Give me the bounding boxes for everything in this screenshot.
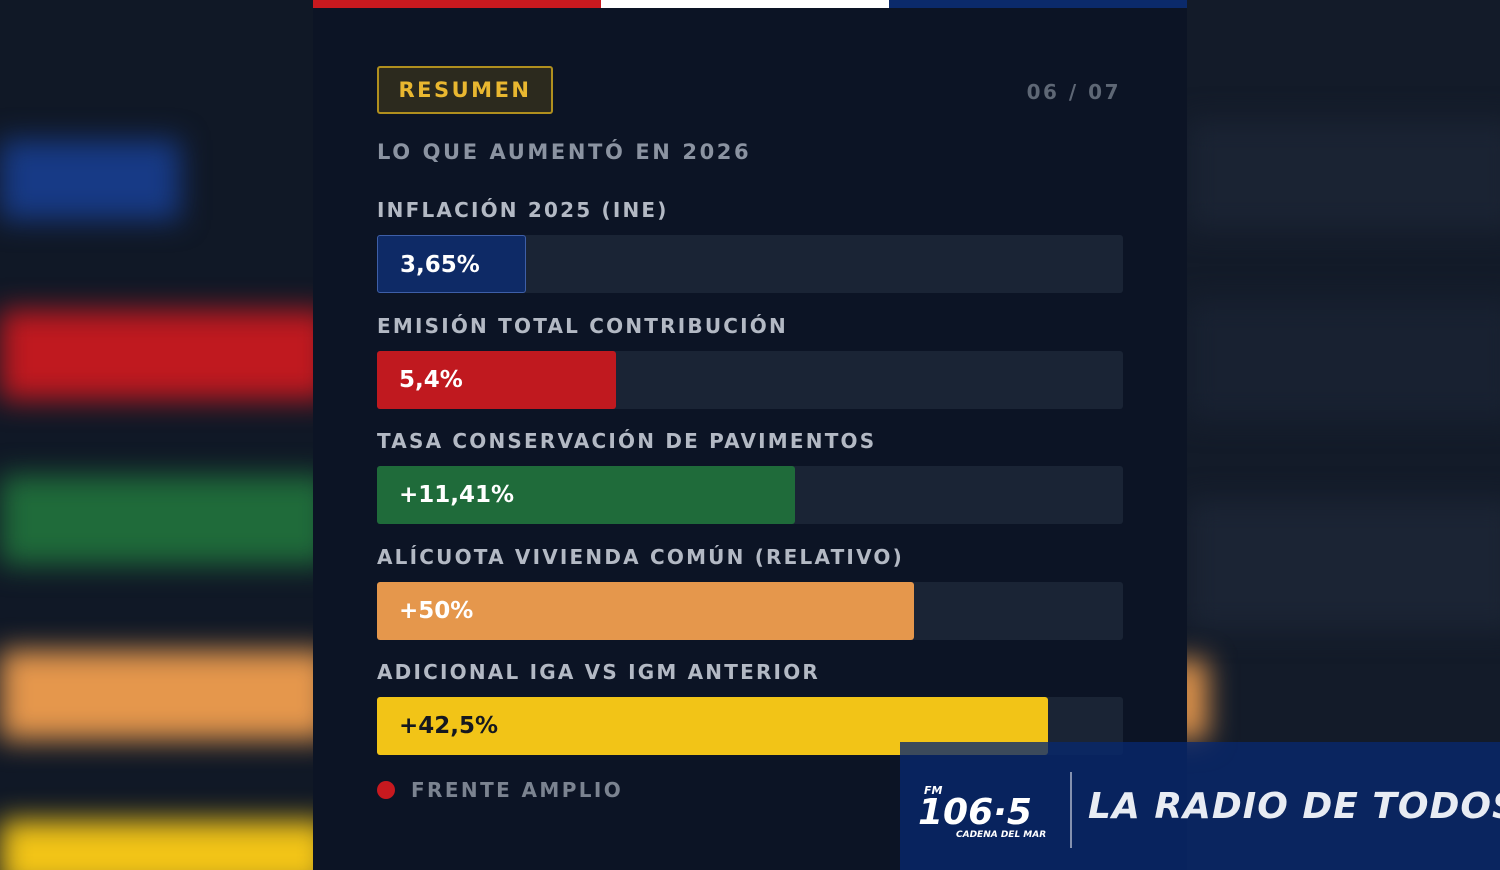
legend-dot <box>377 781 395 799</box>
bar-track: 5,4% <box>377 350 1123 409</box>
bar: 5,4% <box>377 350 616 409</box>
bar-value-label: +11,41% <box>399 482 515 508</box>
bar: 3,65% <box>377 235 526 293</box>
radio-watermark: FM 106·5 CADENA DEL MAR LA RADIO DE TODO… <box>900 742 1500 870</box>
bar-track: 3,65% <box>377 235 1123 293</box>
legend: FRENTE AMPLIO <box>377 778 623 802</box>
bar: +11,41% <box>377 466 795 524</box>
bar-label: ADICIONAL IGA VS IGM ANTERIOR <box>377 660 820 684</box>
background-left-panel <box>0 0 313 870</box>
flag-stripe-red <box>313 0 601 8</box>
radio-divider <box>1070 772 1072 848</box>
bar-track: +11,41% <box>377 466 1123 524</box>
bar-label: ALÍCUOTA VIVIENDA COMÚN (RELATIVO) <box>377 544 904 569</box>
radio-logo-fm: FM <box>924 784 943 797</box>
bar-value-label: +50% <box>399 597 474 624</box>
page-indicator: 06 / 07 <box>1026 80 1121 104</box>
bar-label: EMISIÓN TOTAL CONTRIBUCIÓN <box>377 313 788 338</box>
chart-subtitle: LO QUE AUMENTÓ EN 2026 <box>377 140 752 164</box>
background-right-panel <box>1187 0 1500 870</box>
radio-logo: FM 106·5 CADENA DEL MAR <box>918 784 1046 840</box>
radio-logo-number: 106·5 <box>918 792 1032 833</box>
summary-badge: RESUMEN <box>377 66 553 114</box>
bar-track: +50% <box>377 581 1123 640</box>
bar-value-label: 5,4% <box>399 366 463 393</box>
flag-stripe-blue <box>889 0 1187 8</box>
bar-value-label: +42,5% <box>399 713 499 739</box>
summary-card: RESUMEN 06 / 07 LO QUE AUMENTÓ EN 2026 I… <box>313 0 1187 870</box>
bar-label: TASA CONSERVACIÓN DE PAVIMENTOS <box>377 429 877 453</box>
bar: +50% <box>377 581 914 640</box>
flag-stripe-white <box>601 0 889 8</box>
radio-logo-tagline: CADENA DEL MAR <box>956 830 1046 840</box>
bar-label: INFLACIÓN 2025 (INE) <box>377 198 669 222</box>
radio-slogan: LA RADIO DE TODOS <box>1088 786 1500 827</box>
bar-value-label: 3,65% <box>400 252 480 278</box>
legend-label: FRENTE AMPLIO <box>411 778 624 802</box>
